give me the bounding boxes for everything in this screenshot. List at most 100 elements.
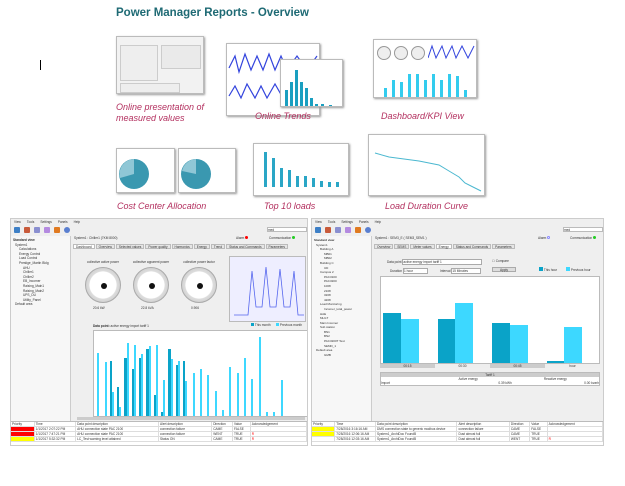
column-header[interactable]: Priority (11, 422, 35, 426)
tree-item[interactable]: Chiller1 (23, 270, 34, 275)
tree-item[interactable]: Default area (316, 348, 333, 353)
tree-item[interactable]: 1008 (324, 283, 331, 288)
menu-item[interactable]: Help (374, 220, 382, 224)
menu-item[interactable]: View (315, 220, 322, 224)
tab[interactable]: Selected values (115, 244, 145, 249)
column-header[interactable]: Alert description (457, 422, 510, 426)
tree-item[interactable]: MB02 (324, 256, 332, 261)
chart-icon[interactable] (325, 226, 331, 233)
column-header[interactable]: Time (335, 422, 376, 426)
tree-item[interactable]: GMB (324, 352, 331, 357)
horizontal-scrollbar[interactable] (77, 417, 305, 420)
tab[interactable]: SEMS (394, 244, 410, 249)
tree-item[interactable]: UPS_DU (23, 293, 36, 298)
menu-item[interactable]: Tools (327, 220, 336, 224)
tree-item[interactable]: HAE (320, 311, 327, 316)
tree-item[interactable]: Building A (320, 247, 334, 252)
apply-button[interactable]: Apply (492, 267, 516, 272)
tree-item[interactable]: PAC3100 (324, 274, 337, 279)
tree-item[interactable]: System1 (15, 242, 28, 247)
tab[interactable]: Meter values (410, 244, 435, 249)
tree-item[interactable]: AHU (23, 265, 30, 270)
menu-item[interactable]: Panels (358, 220, 369, 224)
report-icon[interactable] (34, 226, 40, 233)
tab[interactable]: Status and Commands (226, 244, 265, 249)
tree-item[interactable]: 2108 (324, 288, 331, 293)
tree-item[interactable]: 3208 (324, 293, 331, 298)
compare-checkbox[interactable]: ☐ Compare (492, 259, 509, 263)
menu-item[interactable]: Settings (40, 220, 52, 224)
data-point-select[interactable]: active energy import tariff 1 (110, 324, 149, 328)
tree-item[interactable]: Raising_Main2 (23, 288, 45, 293)
search-input[interactable]: med (563, 227, 603, 232)
tab[interactable]: Energy (193, 244, 210, 249)
menu-item[interactable]: Settings (341, 220, 353, 224)
data-point-select[interactable]: active energy import tariff 1 (402, 259, 483, 265)
tree-item[interactable]: 4208 (324, 297, 331, 302)
tab[interactable]: Parameters (492, 244, 515, 249)
tree-item[interactable]: Load Monitoring (320, 302, 342, 307)
tab[interactable]: Overview (374, 244, 394, 249)
column-header[interactable]: Time (35, 422, 77, 426)
panel-icon[interactable] (44, 226, 50, 233)
column-header[interactable]: Direction (212, 422, 233, 426)
menu-item[interactable]: Help (73, 220, 81, 224)
tree-item[interactable]: Energy Control (19, 251, 41, 256)
tree-item[interactable]: UD (324, 265, 329, 270)
tree-item[interactable]: MLGT (320, 316, 329, 321)
alarm-row[interactable]: 7/28/2016 12:03:16 AM System1_ArchiDoc Fo… (312, 437, 603, 442)
alert-icon[interactable] (54, 226, 60, 233)
tab[interactable]: Energy (435, 244, 452, 249)
tab[interactable]: Harmonics (171, 244, 193, 249)
tree-item[interactable]: PAC3200 (324, 279, 337, 284)
tab[interactable]: Overview (95, 244, 115, 249)
chart-icon[interactable] (24, 226, 30, 233)
alarm-row[interactable]: 7/28/2016 12:06:16 AM System1_ArchiDoc Fo… (312, 432, 603, 437)
alarm-row[interactable]: 1/1/2017 2:07:22 PM AHU connection state … (11, 427, 307, 432)
tree-item[interactable]: Sub station (320, 325, 336, 330)
menu-item[interactable]: Tools (26, 220, 35, 224)
tab[interactable]: Parameters (265, 244, 289, 249)
panel-icon[interactable] (345, 226, 351, 233)
column-header[interactable]: Data point description (376, 422, 458, 426)
tree-item[interactable]: Building C (320, 260, 334, 265)
tree-item[interactable]: System1 (316, 242, 328, 247)
column-header[interactable]: Alert description (159, 422, 213, 426)
tree-item[interactable]: MB01 (324, 251, 332, 256)
search-input[interactable]: med (267, 227, 307, 232)
tab[interactable]: Status and Commands (452, 244, 492, 249)
column-header[interactable]: Value (233, 422, 251, 426)
tree-item[interactable]: BN1 (324, 329, 330, 334)
tree-item[interactable]: EB_Incomer (23, 279, 41, 284)
tree-item[interactable]: Utility_Panel (23, 297, 41, 302)
column-header[interactable]: Direction (510, 422, 531, 426)
tab[interactable]: Trend (210, 244, 226, 249)
column-header[interactable]: Data point description (76, 422, 159, 426)
tree-item[interactable]: Incomer_total_power (324, 306, 353, 311)
window-icon[interactable] (315, 226, 321, 233)
tab[interactable]: Dashboard (73, 244, 95, 249)
column-header[interactable]: Priority (312, 422, 336, 426)
column-header[interactable]: Value (530, 422, 548, 426)
tree-item[interactable]: SEMD_1 (324, 343, 337, 348)
column-header[interactable]: Acknowledgement (251, 422, 307, 426)
interval-select[interactable]: 15 Minutes (451, 268, 482, 274)
report-icon[interactable] (335, 226, 341, 233)
tree-item[interactable]: Main Incomer (320, 320, 339, 325)
tree-item[interactable]: Prestige_Martin Bldg (19, 260, 49, 265)
alarm-row[interactable]: 1/1/2017 7:47:21 PM AHU connection state … (11, 432, 307, 437)
tree-item[interactable]: Chiller2 (23, 274, 34, 279)
tree-item[interactable]: PAC3200T Test (324, 339, 345, 344)
tree-item[interactable]: Default area (15, 302, 33, 307)
tree-item[interactable]: Calculations (19, 247, 37, 252)
duration-select[interactable]: 1 hour (402, 268, 428, 274)
help-icon[interactable] (365, 226, 371, 233)
column-header[interactable]: Acknowledgement (548, 422, 603, 426)
tree-item[interactable]: Campus 2 (320, 270, 334, 275)
tree-item[interactable]: Raising_Main1 (23, 283, 45, 288)
alarm-row[interactable]: 1/1/2017 5:32:32 PM LC_Test warning level… (11, 437, 307, 442)
tree-item[interactable]: Load Control (19, 256, 38, 261)
help-icon[interactable] (64, 226, 70, 233)
alert-icon[interactable] (355, 226, 361, 233)
menu-item[interactable]: Panels (57, 220, 68, 224)
